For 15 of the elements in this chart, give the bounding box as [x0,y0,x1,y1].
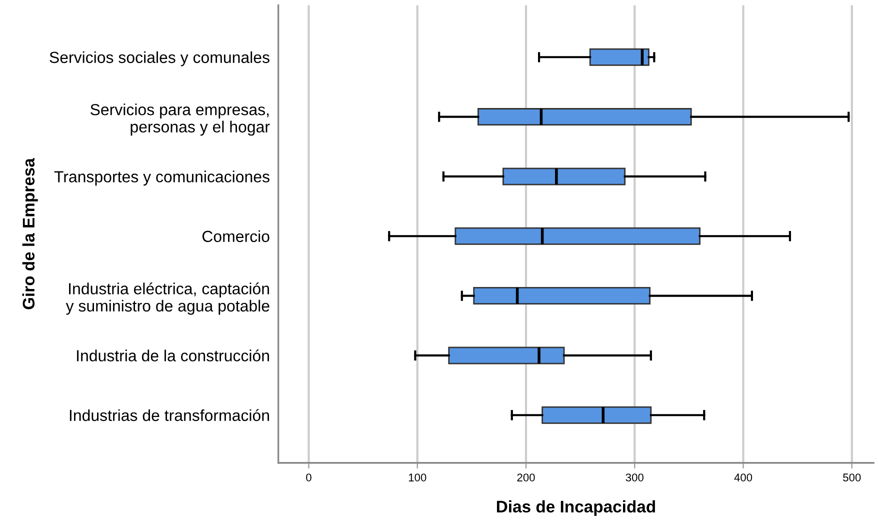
x-tick-label: 0 [306,474,312,482]
y-tick-label: Comercio [202,230,270,242]
y-tick-label: Industria de la construcción [77,349,269,362]
x-tick-label: 300 [626,474,644,482]
x-tick-label: 500 [843,474,861,482]
y-axis-title: Giro de la Empresa [22,158,38,310]
x-tick-label: 200 [517,474,535,482]
x-tick-label: 400 [734,474,752,482]
y-tick-label: Industria eléctrica, captación y suministro de agua potable [66,282,270,315]
y-tick-label: Industrias de transformación [70,409,269,422]
y-tick-label: Servicios para empresas, personas y el hogar [90,104,270,136]
y-tick-label: Transportes y comunicaciones [54,170,270,186]
x-tick-label: 100 [408,474,426,482]
x-axis-title: Dias de Incapacidad [496,500,655,516]
y-tick-label: Servicios sociales y comunales [50,51,270,66]
